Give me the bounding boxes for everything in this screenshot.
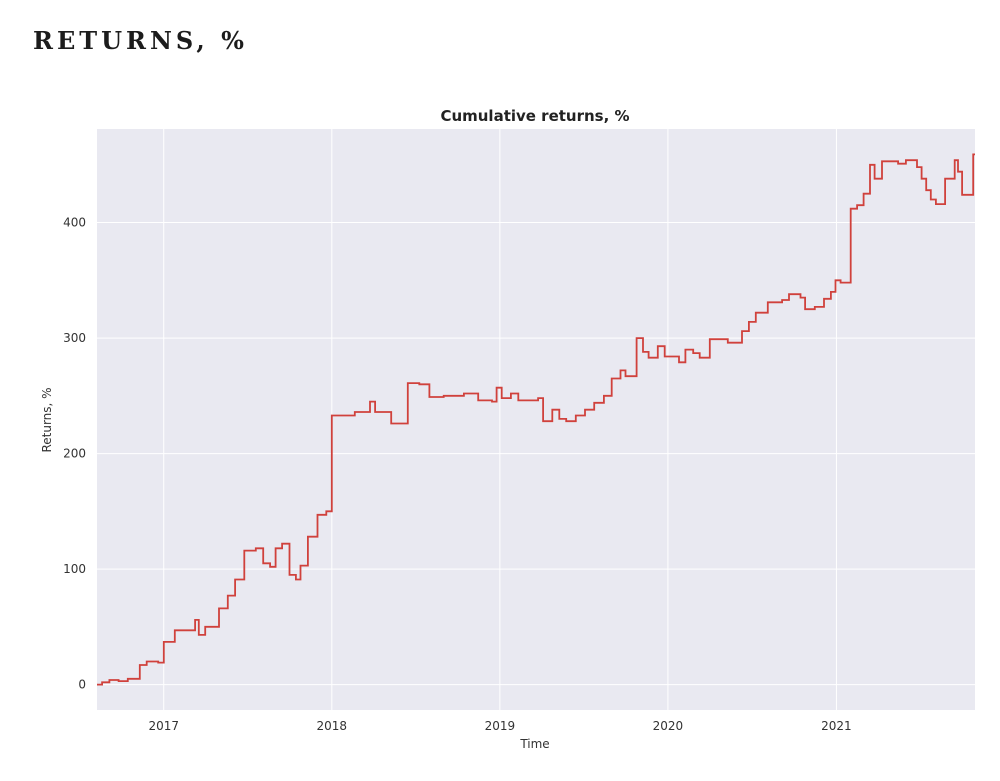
x-tick-label-2021: 2021 xyxy=(821,719,852,733)
page-heading: RETURNS, % xyxy=(33,26,248,55)
x-tick-label-2018: 2018 xyxy=(317,719,348,733)
chart-title: Cumulative returns, % xyxy=(440,107,629,125)
x-tick-label-2020: 2020 xyxy=(653,719,684,733)
y-tick-label-300: 300 xyxy=(63,331,86,345)
y-tick-label-0: 0 xyxy=(78,678,86,692)
gridlines xyxy=(97,129,975,710)
x-tick-label-2017: 2017 xyxy=(148,719,179,733)
x-axis-label: Time xyxy=(519,737,549,751)
y-tick-label-200: 200 xyxy=(63,447,86,461)
x-tick-label-2019: 2019 xyxy=(485,719,516,733)
y-tick-label-100: 100 xyxy=(63,562,86,576)
plot-area xyxy=(97,129,975,710)
cumulative-returns-line xyxy=(97,153,975,686)
y-tick-label-400: 400 xyxy=(63,216,86,230)
y-axis-label: Returns, % xyxy=(40,387,54,452)
tick-labels: 0 100 200 300 400 2017 2018 2019 2020 2021 xyxy=(63,216,852,733)
